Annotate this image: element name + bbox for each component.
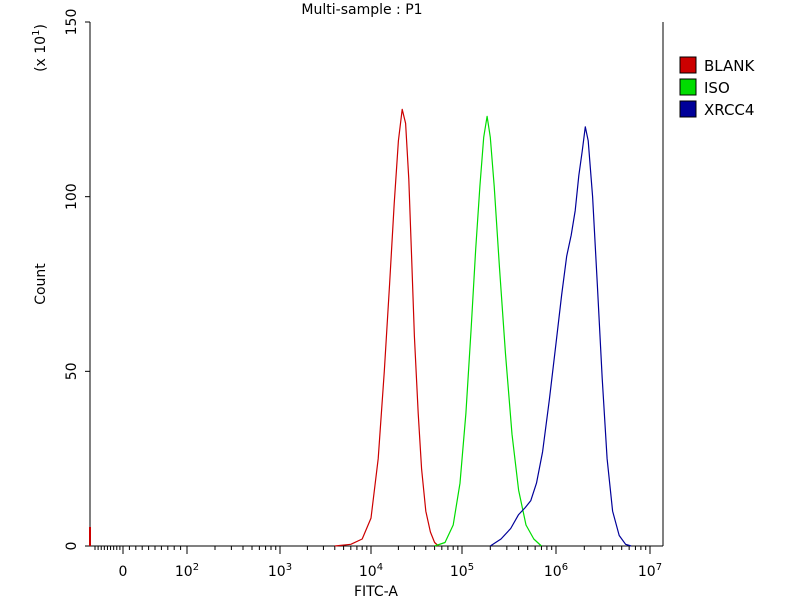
y-multiplier: (x 101) <box>31 24 49 72</box>
svg-text:(x 101): (x 101) <box>31 24 49 72</box>
x-tick-labels: 0 102 103 104 105 106 107 <box>119 562 663 580</box>
x-tick-exp: 4 <box>377 562 383 573</box>
x-tick-label: 105 <box>450 562 474 580</box>
y-tick-label: 100 <box>64 183 80 210</box>
legend-label: XRCC4 <box>704 101 754 119</box>
legend-swatch-iso <box>679 78 697 96</box>
x-tick-exp: 7 <box>656 562 662 573</box>
x-tick-label: 104 <box>359 562 383 580</box>
y-axis: 0 50 100 150 Count (x 101) <box>31 9 91 551</box>
x-axis: 0 102 103 104 105 106 107 FITC-A <box>90 22 664 600</box>
legend-label: BLANK <box>704 57 755 75</box>
x-tick-base: 10 <box>359 564 377 580</box>
chart-title: Multi-sample : P1 <box>301 2 422 18</box>
y-multiplier-exp: 1 <box>31 30 42 36</box>
x-ticks <box>94 546 651 554</box>
x-tick-exp: 2 <box>193 562 199 573</box>
legend-swatch-xrcc4 <box>679 100 697 118</box>
x-tick-label: 107 <box>638 562 662 580</box>
x-tick-base: 0 <box>119 564 128 580</box>
x-tick-exp: 6 <box>562 562 568 573</box>
x-tick-base: 10 <box>175 564 193 580</box>
x-tick-base: 10 <box>450 564 468 580</box>
x-tick-exp: 3 <box>286 562 292 573</box>
y-tick-label: 50 <box>64 362 80 380</box>
x-tick-label: 106 <box>544 562 568 580</box>
series-layer <box>89 108 632 547</box>
y-tick-label: 0 <box>64 542 80 551</box>
series-line-iso <box>434 115 542 547</box>
x-tick-base: 10 <box>638 564 656 580</box>
y-axis-label: Count <box>33 263 49 305</box>
x-tick-base: 10 <box>268 564 286 580</box>
legend-label: ISO <box>704 79 730 97</box>
y-multiplier-close: ) <box>33 24 49 29</box>
x-axis-label: FITC-A <box>354 584 398 600</box>
legend-swatch-blank <box>679 56 697 74</box>
x-tick-base: 10 <box>544 564 562 580</box>
x-tick-exp: 5 <box>468 562 474 573</box>
x-tick-label: 0 <box>119 564 128 580</box>
y-multiplier-text: (x 10 <box>33 36 49 72</box>
x-tick-label: 103 <box>268 562 292 580</box>
series-line-xrcc4 <box>489 126 632 547</box>
series-line-blank <box>334 108 439 547</box>
y-tick-label: 150 <box>64 9 80 36</box>
x-tick-label: 102 <box>175 562 199 580</box>
legend: BLANK ISO XRCC4 <box>679 56 755 119</box>
y-ticks: 0 50 100 150 <box>64 9 90 551</box>
